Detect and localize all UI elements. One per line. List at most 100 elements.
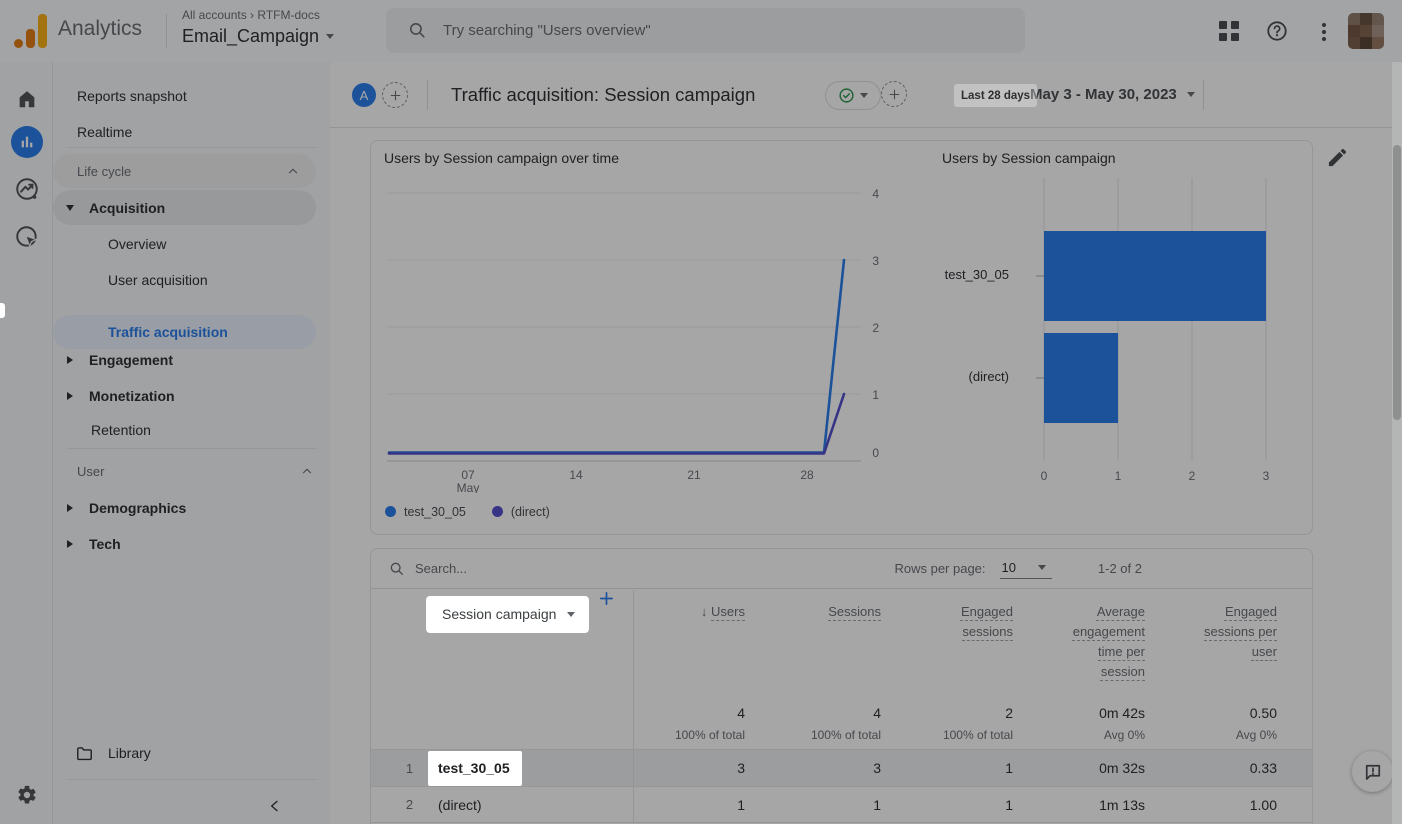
nav-tech[interactable]: Tech	[53, 526, 330, 562]
admin-gear-icon[interactable]	[0, 784, 53, 806]
global-search-input[interactable]: Try searching "Users overview"	[386, 8, 1025, 53]
table-row: 2 (direct) 1 1 1 1m 13s 1.00	[371, 786, 1312, 823]
breadcrumb-sep-icon: ›	[250, 8, 255, 22]
charts-card: Users by Session campaign over time 4 3 …	[370, 140, 1313, 535]
property-selector[interactable]: Email_Campaign	[182, 26, 335, 47]
bar-direct[interactable]	[1044, 333, 1118, 423]
help-icon[interactable]	[1266, 20, 1288, 47]
nav-user-acquisition[interactable]: User acquisition	[108, 272, 208, 288]
nav-demographics[interactable]: Demographics	[53, 490, 330, 526]
bar-chart: 0 1 2 3	[1036, 178, 1270, 483]
line-chart: 4 3 2 1 0 07 May 14 21 28	[387, 187, 879, 493]
nav-section-lifecycle[interactable]: Life cycle	[53, 154, 316, 188]
analytics-logo-icon[interactable]	[14, 12, 48, 50]
chevron-down-icon	[1186, 92, 1195, 97]
avatar[interactable]	[1348, 13, 1384, 49]
chevron-up-icon	[288, 168, 298, 174]
reports-nav: Reports snapshot Realtime Life cycle Acq…	[53, 62, 330, 824]
collapsed-triangle-icon	[67, 504, 73, 512]
dimension-value[interactable]: test_30_05	[428, 750, 522, 786]
divider	[67, 448, 317, 449]
search-icon	[390, 562, 403, 575]
home-icon[interactable]	[0, 88, 53, 110]
bar-category-label: (direct)	[968, 369, 1009, 384]
row-index: 1	[405, 760, 414, 776]
nav-realtime[interactable]: Realtime	[77, 124, 133, 140]
edit-icon[interactable]	[1326, 146, 1349, 174]
add-column-icon[interactable]	[598, 590, 615, 607]
nav-reports-snapshot[interactable]: Reports snapshot	[77, 88, 187, 104]
product-name: Analytics	[58, 17, 143, 40]
divider	[427, 80, 428, 110]
line-chart-title: Users by Session campaign over time	[384, 150, 619, 166]
svg-text:0: 0	[872, 446, 879, 460]
comparison-badge[interactable]: A	[352, 83, 376, 107]
table-row: 1 test_30_05 3 3 1 0m 32s 0.33	[371, 749, 1312, 786]
svg-text:1: 1	[872, 388, 879, 402]
add-comparison-icon[interactable]	[382, 82, 408, 108]
apps-grid-icon[interactable]	[1219, 21, 1239, 41]
collapse-nav-icon[interactable]	[267, 798, 283, 814]
global-search-placeholder: Try searching "Users overview"	[443, 22, 651, 39]
svg-text:1: 1	[1115, 469, 1122, 483]
page-scrollbar[interactable]	[1392, 62, 1402, 824]
edge-artifact	[0, 303, 5, 318]
sort-arrow-icon: ↓	[700, 604, 708, 619]
date-range-picker[interactable]: May 3 - May 30, 2023	[1030, 86, 1195, 103]
page-title: Traffic acquisition: Session campaign	[451, 84, 756, 105]
legend-item[interactable]: (direct)	[491, 505, 550, 519]
add-metric-icon[interactable]	[881, 81, 907, 107]
check-circle-icon	[839, 88, 854, 103]
chevron-down-icon	[860, 93, 868, 98]
nav-monetization[interactable]: Monetization	[53, 378, 330, 414]
legend-item[interactable]: test_30_05	[385, 505, 466, 519]
divider	[166, 14, 167, 48]
chevron-down-icon	[1038, 565, 1046, 570]
svg-text:2: 2	[1189, 469, 1196, 483]
svg-text:28: 28	[800, 468, 814, 482]
data-quality-pill[interactable]	[825, 81, 881, 110]
svg-text:0: 0	[1041, 469, 1048, 483]
top-bar: Analytics All accounts › RTFM-docs Email…	[0, 0, 1402, 62]
nav-retention[interactable]: Retention	[91, 422, 151, 438]
date-preset-chip: Last 28 days	[954, 84, 1038, 107]
bar-category-label: test_30_05	[944, 267, 1009, 282]
svg-text:3: 3	[872, 254, 879, 268]
chevron-down-icon	[567, 611, 575, 617]
divider	[67, 147, 317, 148]
dimension-selector[interactable]: Session campaign	[426, 595, 589, 633]
pagination-range: 1-2 of 2	[1097, 561, 1142, 576]
nav-engagement[interactable]: Engagement	[53, 342, 330, 378]
overflow-menu-icon[interactable]	[1314, 20, 1334, 44]
explore-icon[interactable]	[0, 176, 53, 202]
dimension-value[interactable]: (direct)	[438, 796, 482, 813]
column-header-engaged-sessions: Engaged sessions	[960, 604, 1013, 640]
search-icon	[409, 22, 425, 38]
column-header-users: ↓ Users	[633, 590, 745, 691]
rows-per-page-select[interactable]: 10	[999, 558, 1052, 579]
table-totals-row: 4 100% of total 4 100% of total 2 100% of t…	[371, 691, 1312, 749]
collapsed-triangle-icon	[67, 392, 73, 400]
svg-text:May: May	[457, 481, 480, 493]
feedback-bubble-icon	[1365, 764, 1380, 780]
table-search-input[interactable]: Search...	[415, 561, 468, 576]
reports-nav-icon[interactable]	[0, 126, 53, 158]
column-header-engaged-sessions-per-user: Engaged sessions per user	[1204, 604, 1277, 660]
nav-traffic-acquisition[interactable]: Traffic acquisition	[53, 315, 316, 349]
collapsed-triangle-icon	[67, 540, 73, 548]
nav-overview[interactable]: Overview	[108, 236, 167, 252]
scrollbar-thumb[interactable]	[1393, 145, 1401, 420]
nav-section-user[interactable]: User	[53, 454, 330, 488]
feedback-button[interactable]	[1352, 751, 1393, 792]
divider	[67, 779, 317, 780]
nav-acquisition[interactable]: Acquisition	[53, 190, 316, 225]
left-rail	[0, 62, 53, 824]
nav-library[interactable]: Library	[53, 735, 330, 771]
bar-test-30-05[interactable]	[1044, 231, 1266, 321]
advertising-icon[interactable]	[0, 224, 53, 250]
svg-text:2: 2	[872, 321, 879, 335]
breadcrumb[interactable]: All accounts › RTFM-docs	[182, 8, 320, 22]
svg-text:07: 07	[461, 468, 475, 482]
folder-icon	[77, 746, 92, 760]
